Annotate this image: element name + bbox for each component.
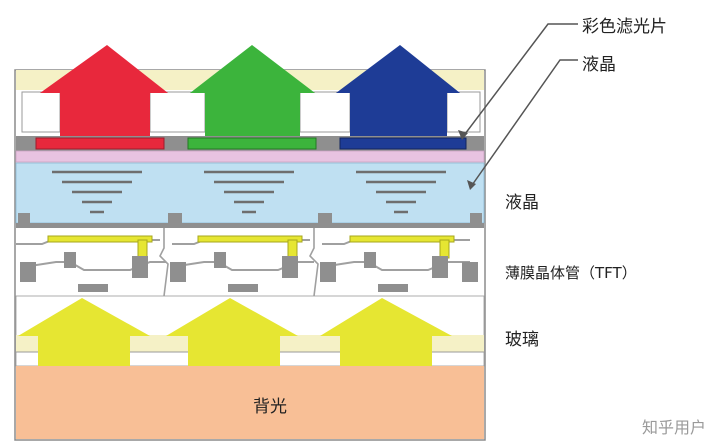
red-light-arrow	[40, 45, 168, 136]
callout-arrowhead	[458, 130, 468, 140]
label-color-filter: 彩色滤光片	[582, 17, 667, 37]
yellow-light-arrow	[166, 298, 298, 366]
callout-arrowhead	[467, 180, 476, 190]
green-light-arrow	[190, 45, 315, 136]
color-filter-strip	[16, 136, 484, 151]
blue-light-arrow	[336, 45, 460, 136]
label-glass: 玻璃	[505, 330, 539, 350]
spacer-row	[16, 213, 484, 228]
backlight-layer	[16, 366, 484, 439]
watermark: 知乎用户	[641, 418, 706, 437]
tft-layer	[16, 228, 484, 297]
yellow-light-arrow	[320, 298, 452, 366]
glass-layer	[15, 295, 485, 367]
liquid-crystal-molecules	[52, 170, 446, 214]
label-tft: 薄膜晶体管（TFT）	[505, 264, 637, 282]
label-backlight: 背光	[253, 397, 287, 417]
callout-lines	[461, 23, 578, 189]
pink-alignment-layer	[15, 150, 485, 163]
yellow-light-arrow	[18, 298, 150, 366]
label-liquid-crystal: 液晶	[505, 193, 539, 213]
label-liquid-crystal-top: 液晶	[582, 55, 616, 75]
